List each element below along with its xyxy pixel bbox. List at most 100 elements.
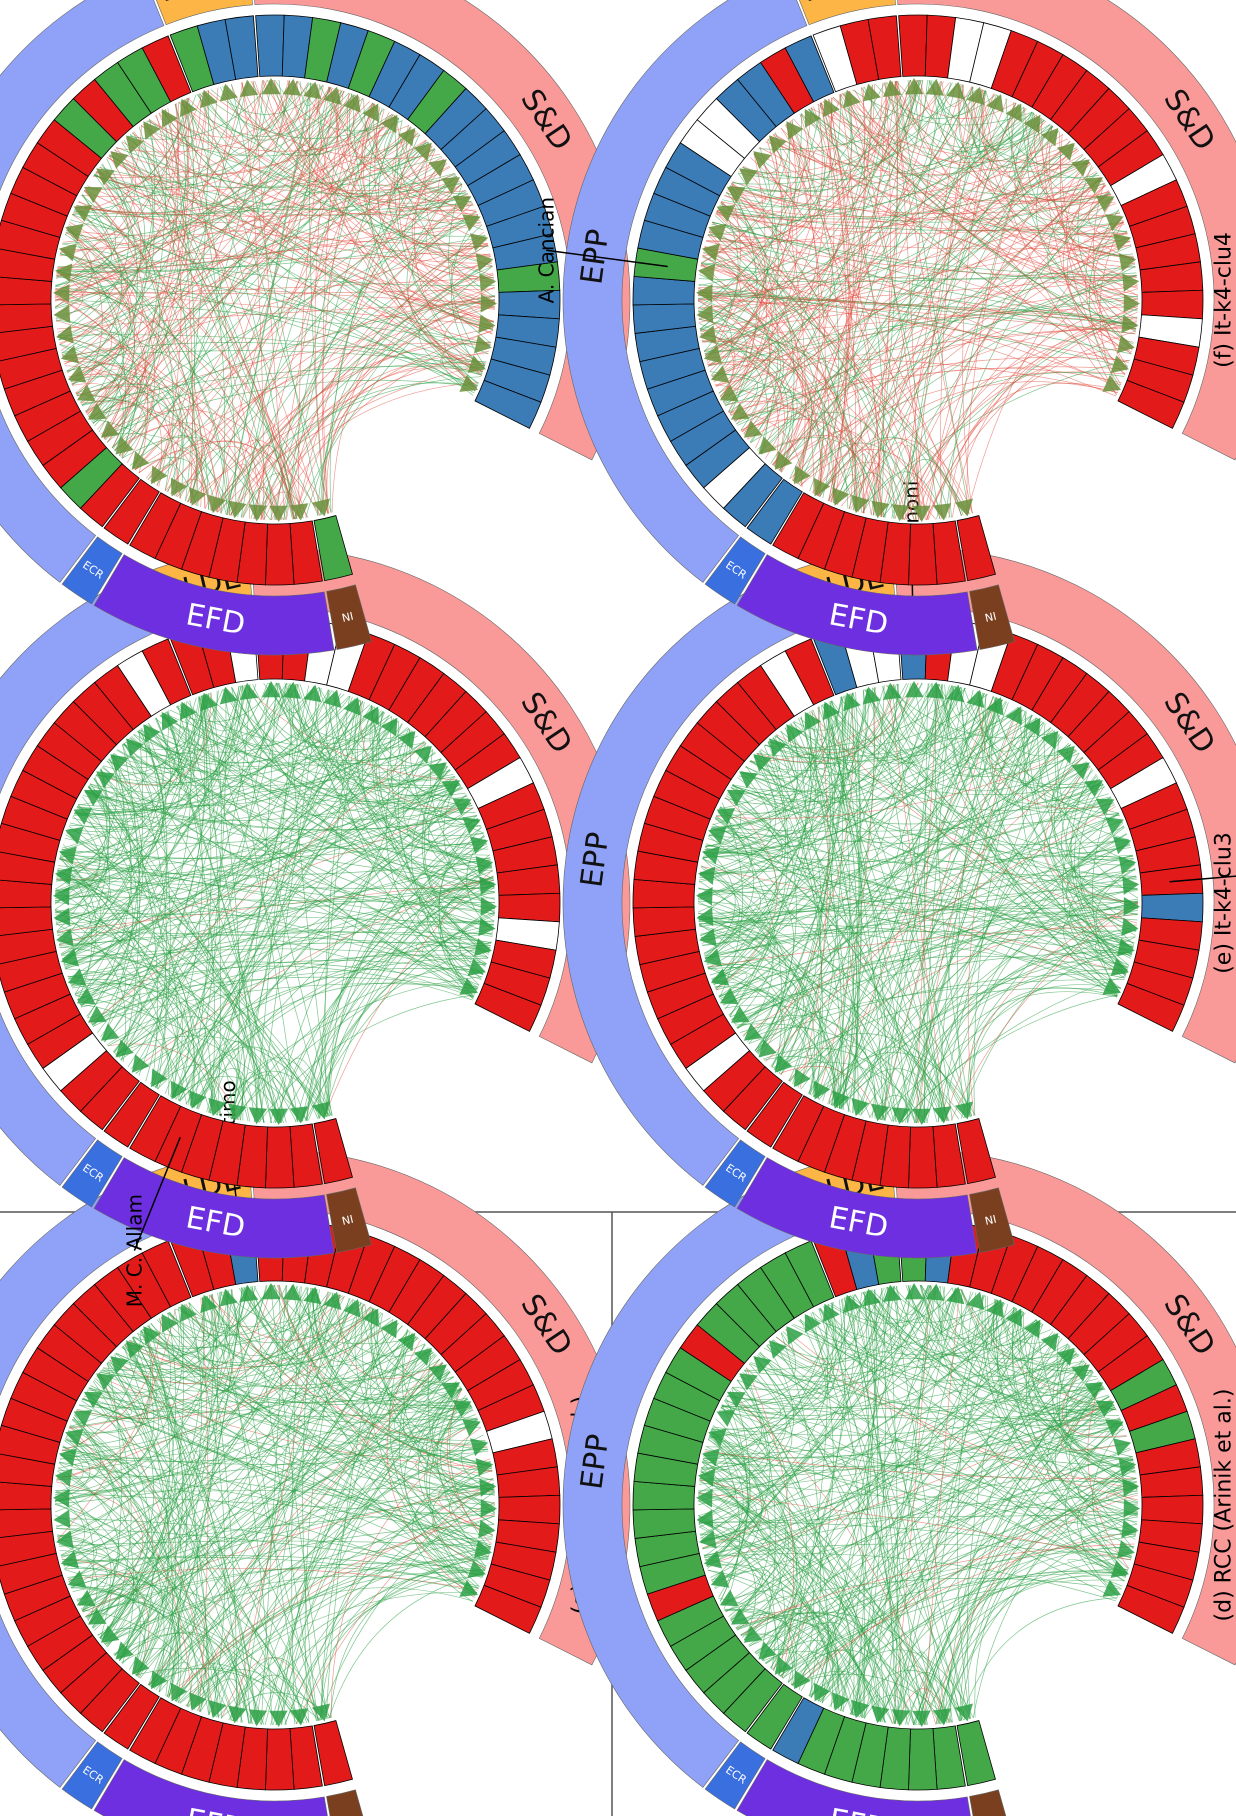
negative-link [57,1308,176,1540]
negative-link [149,287,495,482]
negative-link [297,81,477,213]
positive-link [226,83,313,515]
positive-link [847,694,1083,792]
negative-link [781,82,887,473]
link-endpoint [67,365,87,383]
negative-link [1071,184,1128,238]
link-endpoint [905,1283,924,1300]
positive-link [56,1419,478,1478]
positive-link [283,118,400,520]
negative-link [740,418,885,518]
negative-link [75,392,284,520]
link-endpoints [53,1283,497,1727]
positive-link [55,90,343,287]
positive-link [326,865,492,1117]
link-endpoint [60,1550,79,1569]
member-segment [908,1728,938,1791]
positive-link [307,864,492,1121]
positive-link [940,684,1118,997]
negative-link [131,132,493,335]
positive-link [702,1388,1105,1549]
positive-link [778,1322,1042,1676]
positive-link [1054,1385,1138,1517]
link-endpoint [478,1519,496,1539]
positive-link [698,1493,880,1722]
positive-link [328,821,480,1117]
negative-link [446,1388,492,1545]
link-endpoint [170,477,188,497]
link-endpoint [53,304,71,324]
link-endpoint [248,1107,268,1125]
link-endpoint [161,712,179,731]
positive-link [74,1414,310,1723]
positive-link [736,1321,1040,1631]
positive-link [820,1290,870,1339]
positive-link [698,797,1112,895]
link-endpoint [96,168,115,186]
positive-link [701,1466,887,1723]
positive-link [711,826,1129,969]
negative-link [75,203,473,217]
positive-link [907,1546,1135,1725]
positive-link [318,84,473,203]
link-endpoint [126,135,144,154]
positive-link [789,121,840,499]
link-endpoint [1095,798,1115,816]
link-endpoint [739,771,758,789]
group-band-sd [250,547,631,1064]
positive-link [212,376,482,512]
positive-link [1048,1386,1121,1438]
member-segment [956,1720,996,1787]
member-segment [141,35,192,103]
member-segment [746,1683,803,1750]
positive-link [415,1483,495,1561]
negative-link [928,305,1139,520]
positive-link [708,1287,953,1439]
negative-link [387,140,463,211]
positive-link [989,698,1105,808]
positive-link [1048,769,1139,905]
positive-link [698,266,1136,283]
positive-link [715,724,807,990]
link-endpoint [428,1364,447,1382]
link-endpoint [475,1458,494,1477]
link-endpoint [282,78,302,96]
link-endpoint [126,1340,144,1359]
positive-link [728,119,1046,192]
positive-link [132,1336,434,1389]
positive-link [738,693,850,780]
positive-link [824,703,858,1110]
positive-link [905,1285,1015,1340]
negative-link [715,212,1121,234]
negative-link [813,106,882,517]
positive-link [57,716,392,872]
positive-link [703,808,777,954]
positive-link [758,750,845,1106]
positive-link [426,870,493,976]
positive-link [705,86,974,359]
link-endpoint [131,1054,150,1073]
link-endpoint [100,420,120,438]
negative-link [134,301,496,471]
negative-link [54,295,213,511]
link-endpoint [710,1570,730,1588]
positive-link [66,831,299,1122]
negative-link [700,332,785,468]
positive-link [77,697,197,806]
link-endpoint [905,78,924,95]
positive-link [384,1329,431,1379]
positive-link [269,758,442,1123]
positive-link [54,683,288,910]
link-endpoint [832,1090,850,1109]
link-endpoint [143,724,161,743]
positive-link [57,334,486,365]
positive-link [264,1371,451,1725]
negative-link [825,100,847,504]
negative-link [55,80,290,291]
negative-link [100,409,298,519]
positive-link [201,92,398,139]
positive-link [808,108,1105,196]
